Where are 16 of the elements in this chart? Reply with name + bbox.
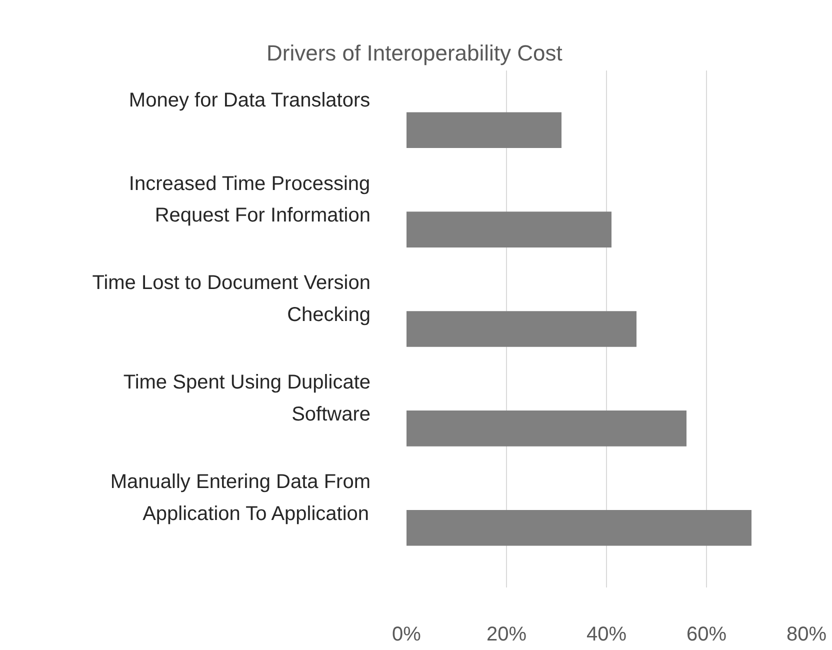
y-tick-label: Increased Time Processing Request For Information	[128, 172, 370, 227]
x-tick-label: 60%	[686, 624, 727, 646]
x-tick-label: 40%	[586, 624, 627, 646]
x-tick-label: 80%	[786, 624, 827, 646]
bar	[406, 510, 752, 546]
x-tick-label: 20%	[486, 624, 527, 646]
y-tick-label: Manually Entering Data From Application To Application	[110, 471, 370, 525]
x-tick-label: 0%	[392, 624, 422, 646]
y-tick-label: Time Spent Using Duplicate Software	[123, 372, 371, 426]
bar	[406, 112, 562, 148]
bar	[406, 311, 636, 347]
bar	[406, 410, 686, 446]
y-tick-label: Time Lost to Document Version Checking	[92, 272, 371, 326]
y-tick-label: Money for Data Translators	[128, 89, 370, 112]
chart-title: Drivers of Interoperability Cost	[266, 40, 562, 66]
bar	[406, 212, 612, 248]
